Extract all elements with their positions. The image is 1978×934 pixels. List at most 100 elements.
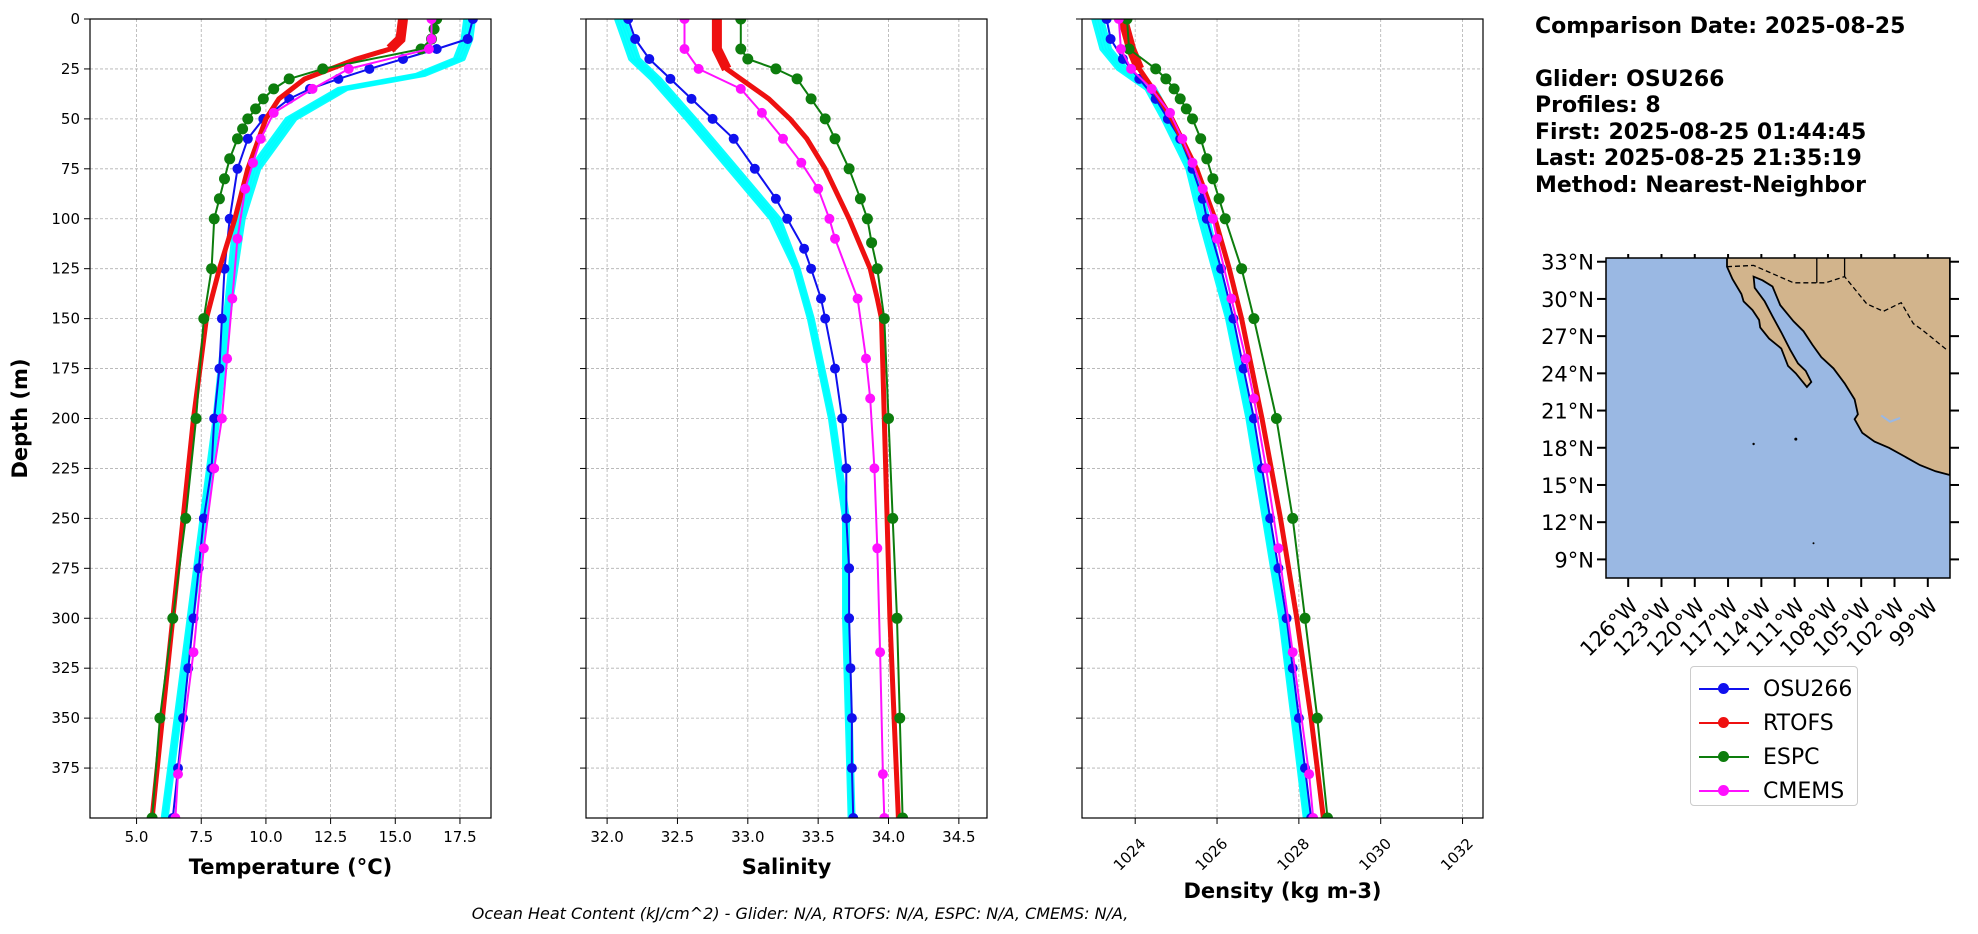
y-tick-label: 150 (51, 310, 80, 328)
x-tick-label: 1026 (1192, 835, 1232, 875)
ohc-footer: Ocean Heat Content (kJ/cm^2) - Glider: N… (471, 904, 1129, 923)
espc-point (206, 263, 218, 275)
series-cmems (679, 19, 890, 818)
espc-point (805, 93, 817, 105)
espc-point (1195, 133, 1207, 145)
cmems-point (188, 647, 199, 658)
espc-point (891, 612, 903, 624)
axes-frame (89, 18, 492, 819)
glider-profile-line (160, 19, 468, 818)
osu266-point (728, 133, 739, 144)
x-tick-label: 5.0 (125, 828, 149, 846)
espc-point (770, 63, 782, 75)
osu266-point (1101, 19, 1112, 24)
legend: OSU266 RTOFS ESPC CMEMS (1690, 666, 1858, 806)
y-tick-label: 200 (51, 410, 80, 428)
x-tick-label: 1030 (1355, 835, 1395, 875)
rtofs-line (1120, 19, 1326, 818)
cmems-point (735, 83, 746, 94)
osu266-point (665, 73, 676, 84)
cmems-point (872, 543, 883, 554)
legend-swatch-espc (1699, 748, 1749, 766)
legend-item-osu266: OSU266 (1699, 672, 1857, 706)
y-tick-label: 75 (61, 160, 80, 178)
island (1794, 437, 1798, 441)
espc-point (283, 73, 295, 85)
axes-frame (585, 18, 988, 819)
cmems-point (1212, 233, 1222, 244)
osu266-point (782, 213, 793, 224)
cmems-point (1187, 157, 1198, 168)
osu266-point (242, 133, 253, 144)
legend-item-espc: ESPC (1699, 740, 1857, 774)
series-osu266 (623, 19, 859, 818)
cmems-point (679, 44, 690, 54)
osu266-point (844, 613, 855, 624)
espc-point (198, 313, 210, 325)
cmems-point (813, 183, 824, 194)
espc-point (1236, 263, 1248, 275)
series-cmems (170, 19, 437, 818)
espc-point (819, 113, 831, 125)
cmems-point (248, 157, 258, 168)
espc-point (219, 173, 230, 185)
cmems-point (343, 63, 354, 74)
first-time: First: 2025-08-25 01:44:45 (1535, 119, 1867, 145)
method: Method: Nearest-Neighbor (1535, 172, 1866, 198)
cmems-point (865, 393, 876, 404)
osu266-point (837, 413, 848, 424)
osu266-point (686, 93, 697, 104)
espc-point (180, 512, 192, 524)
panel-density-kg-m-3: 1024 1026 1028 1030 1032 Density (kg m-3) (1076, 18, 1484, 903)
cmems-point (879, 813, 890, 818)
osu266-point (770, 193, 781, 204)
espc-point (1150, 63, 1162, 75)
osu266-point (462, 34, 473, 44)
cmems-point (1261, 463, 1272, 474)
espc-point (1187, 113, 1198, 125)
espc-point (208, 213, 220, 225)
plot-area (1091, 19, 1333, 818)
legend-item-cmems: CMEMS (1699, 774, 1857, 808)
x-tick-label: 1028 (1273, 835, 1313, 875)
x-tick-label: 17.5 (443, 828, 476, 846)
espc-point (232, 133, 243, 145)
y-tick-label: 300 (51, 609, 80, 627)
x-axis-label: Temperature (°C) (189, 855, 392, 879)
espc-point (237, 123, 249, 135)
x-tick-label: 32.5 (661, 828, 694, 846)
cmems-point (679, 19, 690, 24)
comparison-date: Comparison Date: 2025-08-25 (1535, 14, 1906, 39)
x-tick-label: 15.0 (379, 828, 412, 846)
series-rtofs (149, 19, 408, 818)
x-tick-label: 7.5 (189, 828, 213, 846)
y-tick-label: 100 (51, 210, 80, 228)
series-espc (735, 19, 909, 818)
cmems-point (426, 19, 437, 24)
series-rtofs (711, 19, 901, 818)
osu266-point (844, 563, 855, 574)
espc-point (190, 413, 202, 424)
legend-swatch-osu266 (1699, 680, 1749, 698)
cmems-point (1207, 213, 1218, 224)
legend-label-osu266: OSU266 (1763, 676, 1853, 702)
osu266-point (467, 19, 478, 24)
espc-point (224, 153, 236, 165)
espc-point (861, 213, 873, 225)
cmems-point (232, 233, 243, 244)
x-tick-label: 33.0 (731, 828, 764, 846)
espc-point (167, 612, 179, 624)
espc-point (146, 812, 158, 818)
cmems-point (1304, 769, 1315, 780)
cmems-point (877, 769, 888, 780)
espc-point (250, 103, 262, 115)
y-axis-label: Depth (m) (8, 358, 32, 478)
lat-tick-label: 18°N (1541, 437, 1594, 461)
espc-point (1270, 413, 1282, 424)
lat-tick-label: 24°N (1541, 362, 1594, 386)
espc-point (887, 512, 899, 524)
lat-tick-label: 15°N (1541, 474, 1594, 498)
cmems-point (1165, 107, 1175, 118)
osu266-point (841, 463, 852, 474)
y-tick-label: 250 (51, 509, 80, 527)
